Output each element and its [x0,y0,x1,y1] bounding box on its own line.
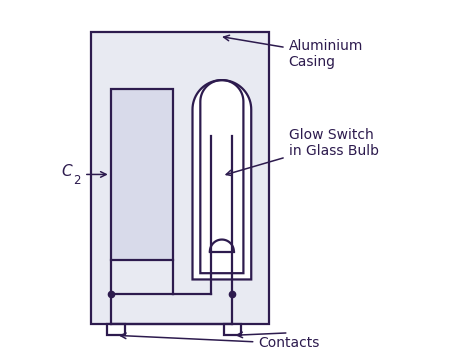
Text: Aluminium
Casing: Aluminium Casing [224,35,363,69]
Text: Contacts: Contacts [120,333,320,350]
Text: $C$: $C$ [61,163,73,179]
Bar [108,324,125,335]
Text: Glow Switch
in Glass Bulb: Glow Switch in Glass Bulb [226,128,379,176]
Bar [91,32,269,324]
Bar [224,324,241,335]
PathPatch shape [192,80,251,279]
Text: 2: 2 [73,174,81,187]
Bar [110,89,173,260]
